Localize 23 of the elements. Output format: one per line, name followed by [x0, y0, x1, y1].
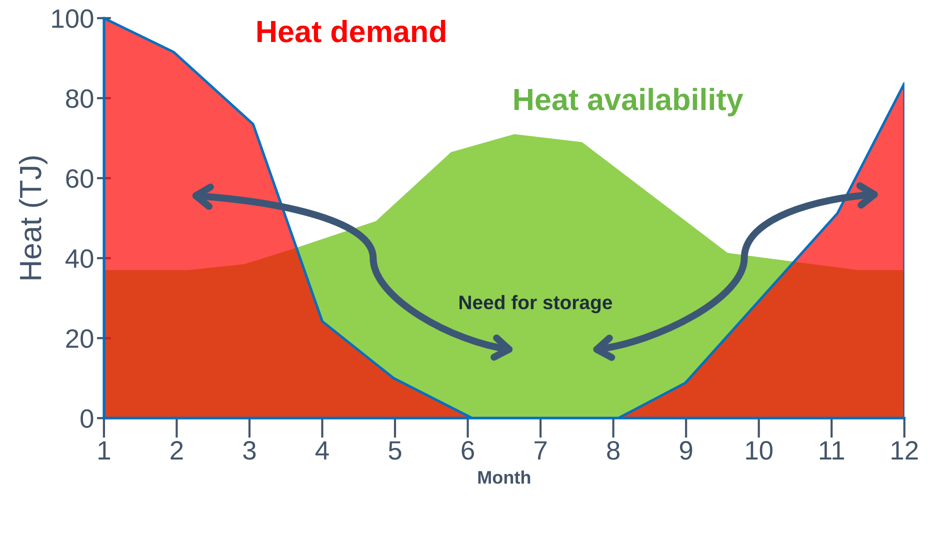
x-tick-label: 5	[388, 441, 402, 460]
annotation: Need for storage	[459, 295, 612, 314]
y-tick-label: 80	[66, 89, 94, 108]
y-axis-title: Heat (TJ)	[18, 156, 48, 280]
x-tick-label: 2	[170, 441, 183, 460]
series-label: Heat availability	[514, 88, 744, 116]
x-tick-label: 1	[98, 441, 110, 460]
x-tick-label: 9	[680, 441, 692, 460]
text: Heat demand	[257, 20, 446, 42]
x-tick-label: 3	[243, 441, 256, 460]
x-tick-label: 12	[892, 441, 918, 460]
y-tick-label: 60	[66, 169, 94, 188]
x-tick-label: 10	[746, 441, 772, 460]
x-axis-title: Month	[478, 470, 530, 484]
x-tick-label: 8	[607, 441, 620, 460]
y-tick-label: 0	[80, 409, 94, 428]
x-tick-label: 4	[316, 441, 329, 460]
x-tick-label: 6	[462, 441, 474, 460]
y-tick-label: 20	[66, 329, 94, 348]
x-tick-label: 7	[534, 441, 547, 460]
x-tick-label: 11	[820, 441, 844, 460]
y-tick-label: 100	[52, 9, 94, 28]
y-tick-label: 40	[65, 249, 94, 268]
